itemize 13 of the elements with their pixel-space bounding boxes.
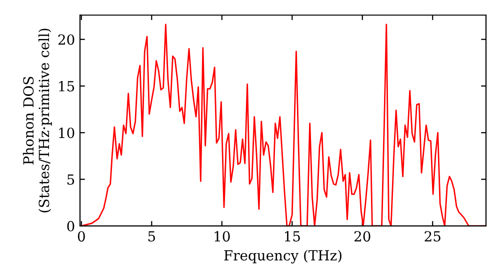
x-tick-label: 10	[214, 231, 230, 242]
x-tick-label: 5	[148, 231, 155, 242]
x-tick-label: 0	[78, 231, 85, 242]
y-tick-label: 0	[67, 220, 74, 232]
x-tick-label: 20	[354, 231, 370, 242]
y-tick-label: 10	[59, 128, 74, 138]
x-tick-label: 15	[284, 231, 300, 242]
y-tick-label: 15	[59, 80, 74, 92]
x-axis-title: Frequency (THz)	[224, 250, 342, 264]
x-tick-label: 25	[424, 231, 440, 242]
y-tick-label: 5	[67, 174, 74, 185]
y-tick-label: 20	[58, 34, 74, 45]
y-axis-title: Phonon DOS (States/THz·primitive cell)	[22, 28, 52, 212]
